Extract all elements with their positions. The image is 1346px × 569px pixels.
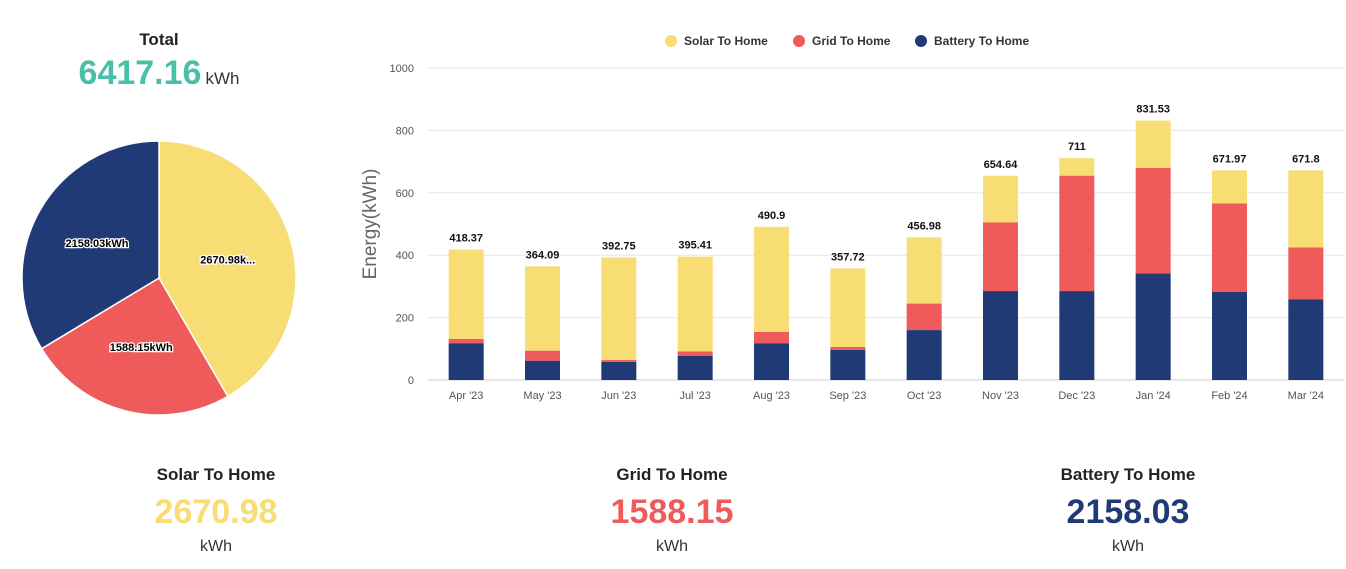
y-axis-title: Energy(kWh) [360,169,381,280]
bar-segment-battery-to-home [601,361,637,380]
bar-total-label: 357.72 [831,251,865,263]
pie-slice-label: 1588.15kWh [110,342,173,354]
bar-segment-grid-to-home [1212,203,1247,293]
y-tick-label: 0 [408,375,414,387]
bar-segment-solar-to-home [1212,170,1247,204]
bar-total-label: 364.09 [526,249,560,261]
bar-total-label: 395.41 [678,240,712,252]
bar-segment-grid-to-home [1288,247,1324,300]
bar-segment-grid-to-home [983,222,1018,292]
bar-segment-solar-to-home [1135,120,1171,168]
bar-segment-grid-to-home [906,303,942,331]
bar-segment-grid-to-home [525,350,560,361]
bar-total-label: 418.37 [449,232,483,244]
x-tick-label: Aug '23 [753,390,790,402]
bar-segment-solar-to-home [448,249,484,339]
bar-total-label: 490.9 [758,210,786,222]
bar-segment-battery-to-home [677,355,713,380]
summary-solar-value: 2670.98 [154,493,278,531]
bar-segment-solar-to-home [525,266,560,351]
summary-grid-unit: kWh [656,538,688,555]
bar-total-label: 671.8 [1292,153,1320,165]
bar-segment-battery-to-home [754,343,789,380]
bar-total-label: 711 [1068,141,1086,153]
bar-segment-solar-to-home [1059,158,1095,176]
total-title: Total [139,30,179,49]
x-tick-label: Sep '23 [829,390,866,402]
x-tick-label: Apr '23 [449,390,484,402]
bar-segment-battery-to-home [983,291,1018,380]
bar-segment-solar-to-home [1288,170,1324,248]
summary-grid: Grid To Home 1588.15 kWh [522,465,822,556]
pie-slice [158,140,297,398]
x-tick-label: Jun '23 [601,390,636,402]
bar-segment-battery-to-home [525,360,560,380]
bar-total-label: 831.53 [1136,104,1170,116]
x-tick-label: Dec '23 [1058,390,1095,402]
bar-segment-grid-to-home [1059,175,1095,292]
summary-battery-value: 2158.03 [1066,493,1190,531]
pie-slice-label: 2670.98k... [200,254,255,266]
x-tick-label: May '23 [523,390,561,402]
total-line: 6417.16 kWh [0,54,318,93]
bar-segment-solar-to-home [601,257,637,361]
bar-segment-grid-to-home [601,360,637,362]
summary-solar-unit: kWh [200,538,232,555]
y-tick-label: 800 [396,125,414,137]
bar-segment-grid-to-home [830,346,866,350]
y-tick-label: 400 [396,250,414,262]
legend-label: Solar To Home [684,34,768,48]
bar-segment-battery-to-home [830,349,866,380]
bar-segment-battery-to-home [1135,273,1171,380]
bar-segment-battery-to-home [906,330,942,380]
summary-battery-unit: kWh [1112,538,1144,555]
bar-segment-battery-to-home [448,343,484,380]
pie-slice-label: 2158.03kWh [65,238,128,250]
bar-segment-battery-to-home [1212,292,1247,380]
summary-battery: Battery To Home 2158.03 kWh [978,465,1278,556]
summary-solar-title: Solar To Home [156,465,276,484]
legend-label: Battery To Home [934,34,1029,48]
pie-chart: 2670.98k... 1588.15kWh 2158.03kWh [21,140,297,416]
bar-segment-solar-to-home [906,237,942,304]
bar-segment-battery-to-home [1288,299,1324,380]
legend-marker [665,35,677,47]
bar-segment-solar-to-home [677,256,713,352]
bar-total-label: 456.98 [907,220,941,232]
pie-slice [21,140,160,350]
bar-segment-grid-to-home [677,351,713,356]
y-tick-label: 600 [396,188,414,200]
bar-segment-solar-to-home [830,268,866,347]
summary-battery-title: Battery To Home [1060,465,1196,484]
bar-segment-solar-to-home [983,175,1018,223]
x-tick-label: Jul '23 [679,390,710,402]
bar-total-label: 654.64 [984,159,1019,171]
total-unit: kWh [205,69,240,88]
bar-segment-battery-to-home [1059,291,1095,380]
stacked-bar-chart: 0 200 400 600 800 1000 Energy(kWh) 418.37 Apr '2… [360,34,1344,402]
y-tick-label: 200 [396,313,414,325]
x-tick-label: Jan '24 [1136,390,1171,402]
total-value: 6417.16 [78,54,202,92]
x-tick-label: Oct '23 [907,390,942,402]
x-tick-label: Nov '23 [982,390,1019,402]
x-tick-label: Feb '24 [1211,390,1247,402]
legend-marker [793,35,805,47]
bar-segment-grid-to-home [448,338,484,344]
bar-segment-solar-to-home [754,226,789,332]
bar-segment-grid-to-home [754,331,789,344]
pie-slice [40,276,229,416]
bar-total-label: 671.97 [1213,153,1247,165]
y-tick-label: 1000 [390,63,414,75]
bar-segment-grid-to-home [1135,167,1171,274]
total-block: Total 6417.16 kWh [0,30,318,93]
bar-total-label: 392.75 [602,240,636,252]
legend-marker [915,35,927,47]
x-tick-label: Mar '24 [1288,390,1324,402]
legend-label: Grid To Home [812,34,891,48]
summary-grid-value: 1588.15 [610,493,734,531]
summary-solar: Solar To Home 2670.98 kWh [66,465,366,556]
summary-grid-title: Grid To Home [616,465,728,484]
